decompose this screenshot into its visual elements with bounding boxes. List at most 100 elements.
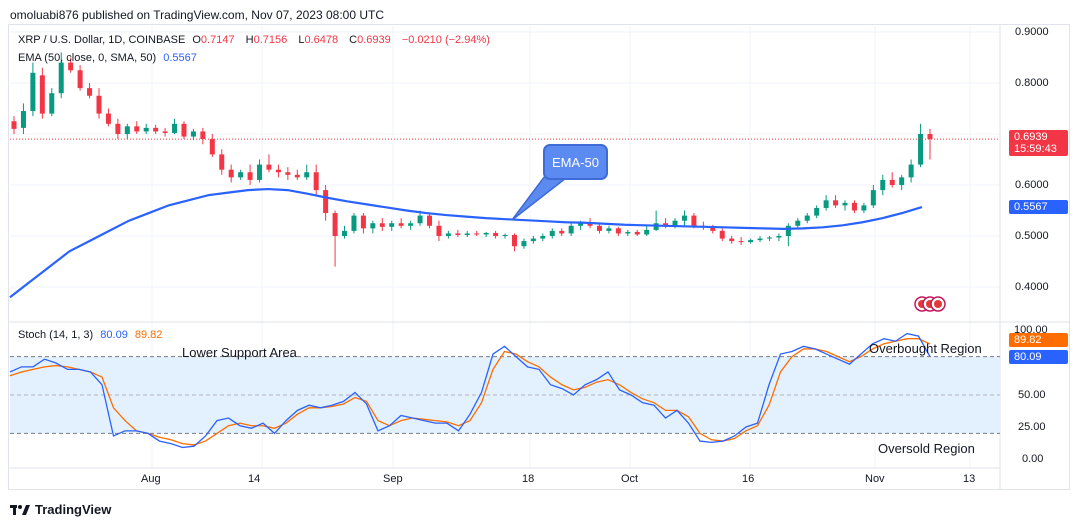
- ema-price-badge: 0.5567: [1009, 200, 1068, 214]
- time-tick: Oct: [621, 473, 639, 485]
- stoch-k-badge: 80.09: [1009, 350, 1068, 364]
- time-tick: 16: [742, 473, 755, 485]
- candle-body: [899, 177, 905, 185]
- candle-body: [190, 131, 196, 137]
- footer: TradingView: [10, 502, 111, 517]
- candle-body: [445, 233, 451, 236]
- candle-body: [634, 231, 640, 235]
- candle-body: [464, 233, 470, 235]
- candle-body: [105, 113, 111, 124]
- candle-body: [880, 179, 886, 191]
- candle-body: [20, 111, 26, 128]
- high-label: H0.7156: [245, 34, 288, 46]
- publish-info: omoluabi876 published on TradingView.com…: [10, 8, 385, 22]
- candle-body: [785, 225, 791, 236]
- candle-body: [124, 126, 130, 134]
- stoch-legend: Stoch (14, 1, 3) 80.09 89.82: [18, 329, 166, 341]
- candle-body: [710, 226, 716, 231]
- low-label: L0.6478: [298, 34, 339, 46]
- candle-body: [58, 62, 64, 94]
- stoch-tick: 50.00: [1018, 389, 1046, 401]
- candle-body: [360, 215, 366, 229]
- candle-body: [200, 131, 206, 140]
- close-value: 0.6939: [357, 34, 391, 46]
- candle-body: [672, 220, 678, 226]
- candle-body: [918, 134, 924, 165]
- last-price-value: 0.6939: [1014, 131, 1048, 143]
- candle-body: [87, 88, 93, 96]
- candle-body: [115, 123, 121, 134]
- candle-body: [427, 215, 433, 226]
- candle-body: [68, 62, 74, 71]
- time-tick: Sep: [383, 473, 403, 485]
- candle-body: [219, 154, 225, 170]
- tradingview-brand[interactable]: TradingView: [35, 502, 112, 517]
- candle-body: [842, 202, 848, 206]
- candle-body: [266, 164, 272, 170]
- candle-body: [257, 164, 263, 180]
- candle-body: [379, 223, 385, 227]
- close-label: C0.6939: [349, 34, 391, 46]
- candle-body: [908, 164, 914, 178]
- candle-body: [172, 123, 178, 133]
- oversold-label: Oversold Region: [878, 441, 975, 456]
- time-tick: 14: [248, 473, 261, 485]
- candle-body: [313, 172, 319, 191]
- symbol-label: XRP / U.S. Dollar, 1D, COINBASE: [18, 34, 186, 46]
- candle-body: [578, 223, 584, 226]
- candle-body: [644, 229, 650, 235]
- candle-body: [861, 205, 867, 211]
- candle-body: [625, 231, 631, 234]
- candle-body: [455, 233, 461, 235]
- candle-body: [493, 232, 499, 236]
- high-value: 0.7156: [253, 34, 288, 46]
- candle-body: [143, 127, 149, 132]
- countdown-value: 15:59:43: [1014, 143, 1057, 155]
- candle-body: [228, 169, 234, 178]
- candle-body: [49, 93, 55, 114]
- candle-body: [540, 236, 546, 239]
- ema-line: [9, 187, 923, 299]
- candle-body: [134, 126, 140, 132]
- price-tick: 0.6000: [1015, 179, 1049, 191]
- candle-body: [814, 207, 820, 216]
- candle-body: [596, 225, 602, 231]
- candle-body: [408, 223, 414, 226]
- candle-body: [294, 174, 300, 178]
- candle-body: [927, 134, 933, 140]
- candle-body: [398, 223, 404, 226]
- change-value: −0.0210 (−2.94%): [401, 34, 490, 46]
- candle-body: [870, 190, 876, 206]
- candle-body: [776, 236, 782, 238]
- candle-body: [757, 238, 763, 241]
- candle-body: [323, 190, 329, 214]
- open-label: O0.7147: [192, 34, 235, 46]
- candle-body: [804, 215, 810, 221]
- candle-body: [549, 230, 555, 236]
- ema-legend: EMA (50, close, 0, SMA, 50) 0.5567: [18, 52, 201, 64]
- candle-body: [719, 230, 725, 239]
- candle-body: [663, 223, 669, 226]
- candle-body: [851, 202, 857, 211]
- candle-body: [285, 172, 291, 175]
- candle-body: [606, 228, 612, 231]
- stoch-d-badge: 89.82: [1009, 333, 1068, 347]
- candle-body: [77, 70, 83, 89]
- candle-body: [681, 215, 687, 221]
- candle-body: [153, 127, 159, 132]
- open-value: 0.7147: [200, 34, 235, 46]
- low-value: 0.6478: [304, 34, 339, 46]
- price-tick: 0.5000: [1015, 230, 1049, 242]
- event-flag-icon: [934, 300, 942, 308]
- stoch-k-value: 80.09: [100, 329, 128, 341]
- stoch-d-line: [9, 338, 931, 446]
- candle-body: [823, 200, 829, 208]
- time-tick: 13: [963, 473, 976, 485]
- candle-body: [766, 237, 772, 239]
- candle-body: [238, 172, 244, 178]
- candle-body: [795, 220, 801, 226]
- candle-body: [247, 172, 253, 180]
- candle-body: [587, 223, 593, 226]
